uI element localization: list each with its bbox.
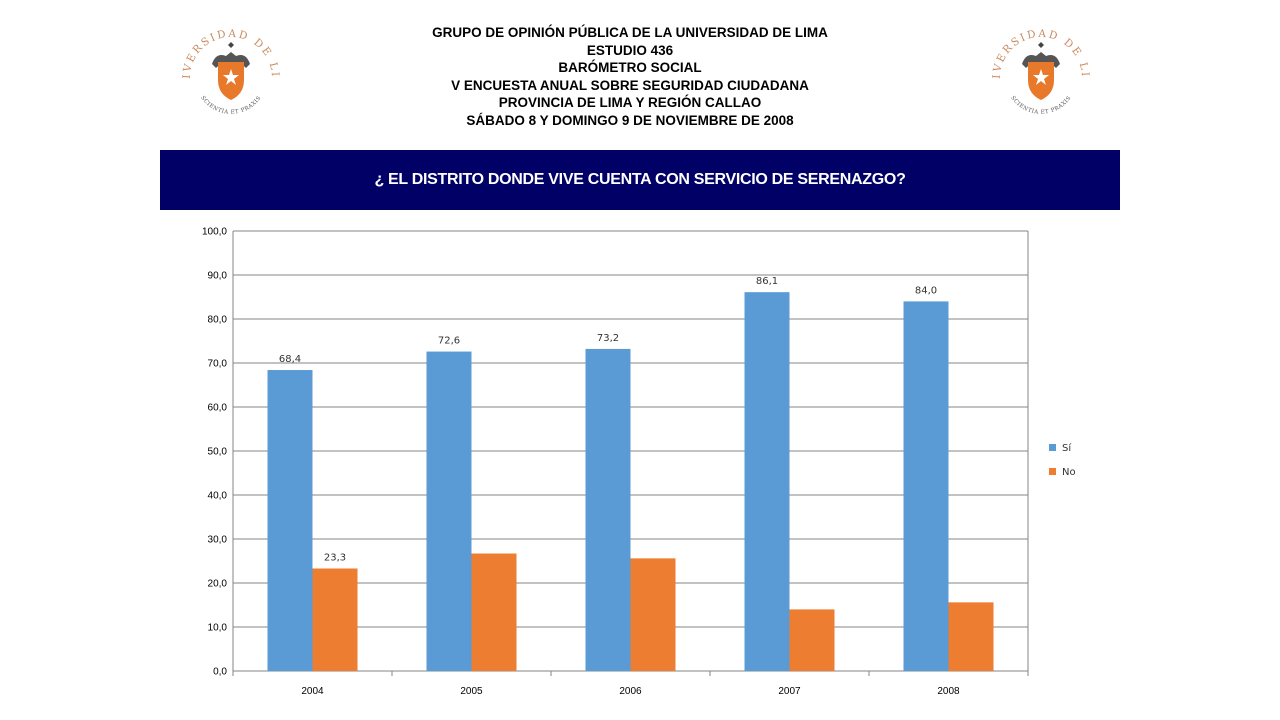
legend-swatch bbox=[1049, 468, 1056, 475]
header-line-3: BARÓMETRO SOCIAL bbox=[558, 60, 702, 76]
x-tick-label: 2004 bbox=[301, 686, 324, 697]
header-line-4: V ENCUESTA ANUAL SOBRE SEGURIDAD CIUDADA… bbox=[451, 77, 809, 93]
x-tick-label: 2006 bbox=[619, 686, 642, 697]
y-tick-label: 20,0 bbox=[208, 579, 228, 590]
data-label: 73,2 bbox=[597, 333, 619, 344]
x-tick-label: 2005 bbox=[460, 686, 483, 697]
data-label: 68,4 bbox=[279, 354, 301, 365]
universidad-de-lima-logo-left: UNIVERSIDAD DE LIMA SCIENTIA ET PRAXIS bbox=[176, 16, 279, 116]
header-line-6: SÁBADO 8 Y DOMINGO 9 DE NOVIEMBRE DE 200… bbox=[466, 112, 794, 128]
survey-header: GRUPO DE OPINIÓN PÚBLICA DE LA UNIVERSID… bbox=[330, 24, 930, 130]
y-tick-label: 0,0 bbox=[213, 667, 227, 678]
data-label: 72,6 bbox=[438, 336, 460, 347]
data-label: 86,1 bbox=[756, 276, 778, 287]
legend-label: Sí bbox=[1062, 442, 1072, 454]
y-tick-label: 90,0 bbox=[208, 271, 228, 282]
y-tick-label: 40,0 bbox=[208, 491, 228, 502]
header-line-1: GRUPO DE OPINIÓN PÚBLICA DE LA UNIVERSID… bbox=[432, 25, 828, 40]
data-label: 84,0 bbox=[915, 285, 937, 296]
question-title: ¿ EL DISTRITO DONDE VIVE CUENTA CON SERV… bbox=[374, 171, 906, 188]
y-tick-label: 50,0 bbox=[208, 447, 228, 458]
bar-sí-2006 bbox=[585, 348, 631, 671]
bar-no-2007 bbox=[789, 609, 835, 671]
legend-swatch bbox=[1049, 444, 1056, 451]
legend-label: No bbox=[1062, 467, 1076, 478]
y-tick-label: 60,0 bbox=[208, 403, 228, 414]
header-line-5: PROVINCIA DE LIMA Y REGIÓN CALLAO bbox=[498, 95, 762, 111]
header-line-2: ESTUDIO 436 bbox=[586, 42, 674, 58]
x-tick-label: 2008 bbox=[937, 686, 960, 697]
universidad-de-lima-logo-right: UNIVERSIDAD DE LIMA SCIENTIA ET PRAXIS bbox=[986, 16, 1089, 116]
y-tick-label: 30,0 bbox=[208, 535, 228, 546]
bar-no-2005 bbox=[471, 553, 517, 671]
question-banner: ¿ EL DISTRITO DONDE VIVE CUENTA CON SERV… bbox=[160, 150, 1120, 210]
bar-sí-2008 bbox=[903, 301, 949, 671]
bar-sí-2005 bbox=[426, 351, 472, 671]
bar-sí-2007 bbox=[744, 292, 790, 671]
bar-sí-2004 bbox=[267, 370, 313, 671]
x-tick-label: 2007 bbox=[778, 686, 801, 697]
data-label: 23,3 bbox=[324, 552, 346, 563]
y-tick-label: 10,0 bbox=[208, 623, 228, 634]
bar-no-2008 bbox=[948, 602, 994, 671]
y-tick-label: 100,0 bbox=[202, 227, 227, 238]
bar-no-2004 bbox=[312, 568, 358, 671]
y-tick-label: 80,0 bbox=[208, 315, 228, 326]
bar-no-2006 bbox=[630, 558, 676, 671]
y-tick-label: 70,0 bbox=[208, 359, 228, 370]
